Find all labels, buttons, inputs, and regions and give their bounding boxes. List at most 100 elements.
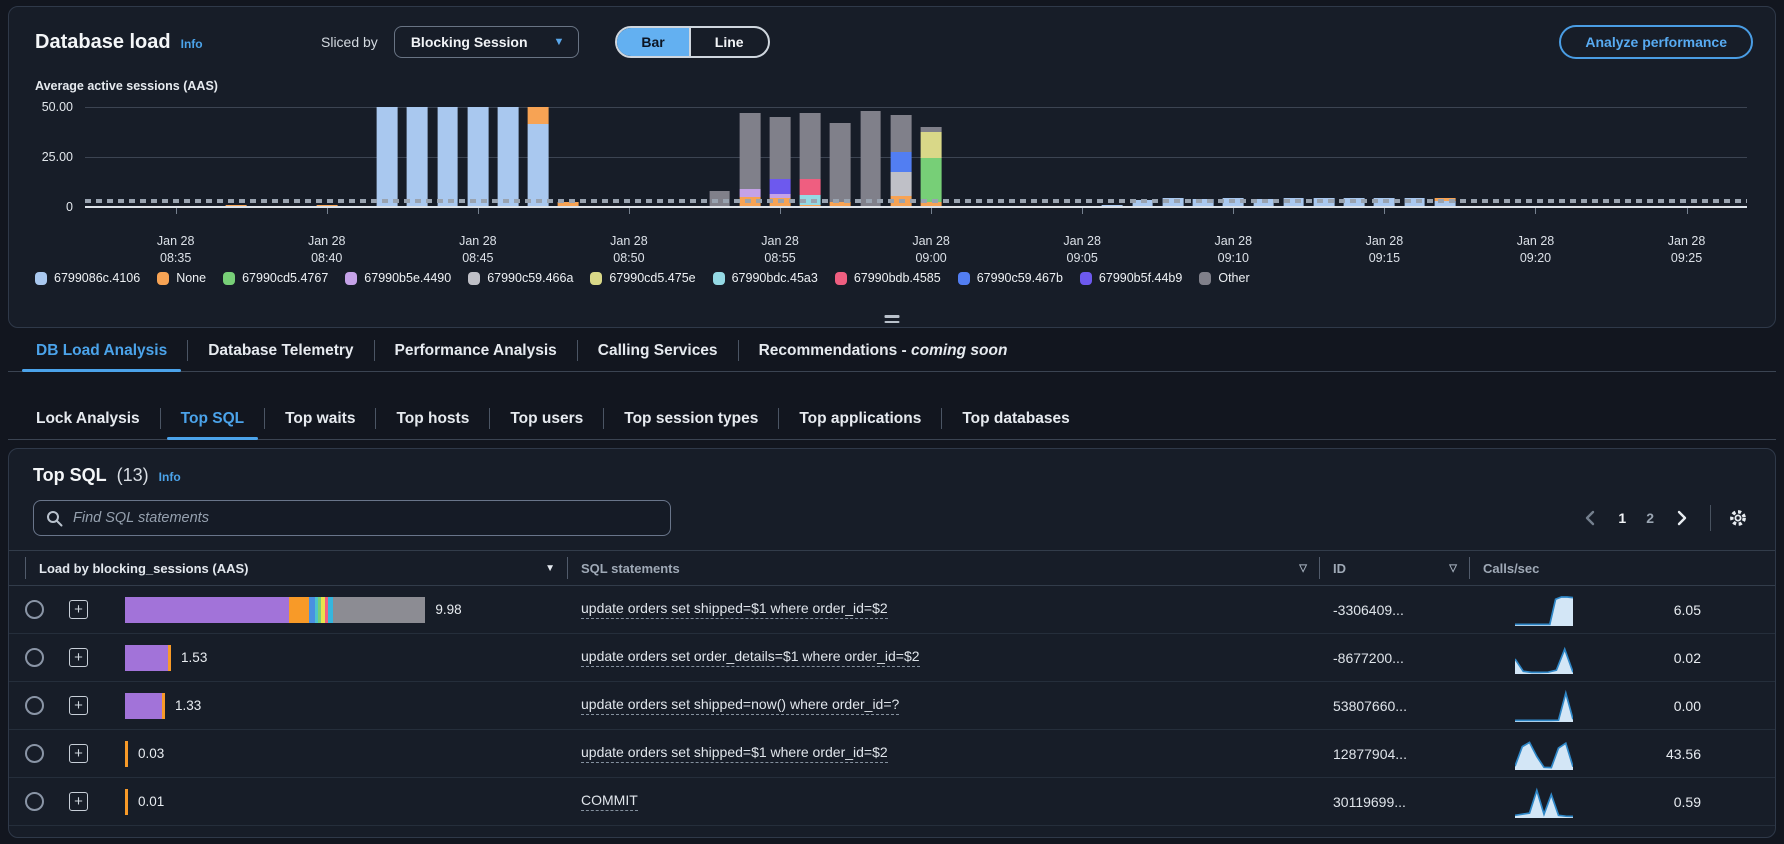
filter-icon[interactable]: ▽	[1449, 562, 1457, 574]
panel-resize-handle[interactable]	[884, 315, 900, 323]
chart-bar-08:44[interactable]	[437, 107, 458, 207]
bar-segment	[1132, 200, 1154, 207]
tab-top-sql[interactable]: Top SQL	[161, 398, 264, 440]
row-radio-button[interactable]	[25, 648, 44, 667]
row-radio-button[interactable]	[25, 792, 44, 811]
chart-bar-09:17[interactable]	[1434, 107, 1456, 207]
chart-bar-08:39[interactable]	[286, 107, 307, 207]
sql-statement-link[interactable]: update orders set shipped=$1 where order…	[581, 600, 888, 620]
chart-bar-08:57[interactable]	[830, 107, 851, 207]
chart-bar-08:48[interactable]	[558, 107, 579, 207]
tab-calling-services[interactable]: Calling Services	[578, 330, 738, 371]
chart-bar-09:05[interactable]	[1071, 107, 1093, 207]
chart-type-line-option[interactable]: Line	[688, 28, 768, 56]
tab-top-databases[interactable]: Top databases	[942, 398, 1089, 439]
tab-top-waits[interactable]: Top waits	[265, 398, 375, 439]
tab-top-session-types[interactable]: Top session types	[604, 398, 778, 439]
pagination-page-2[interactable]: 2	[1636, 506, 1664, 530]
chart-bar-08:40[interactable]	[316, 107, 338, 207]
legend-item-other[interactable]: Other	[1199, 271, 1250, 285]
tab-top-applications[interactable]: Top applications	[779, 398, 941, 439]
chart-bar-08:43[interactable]	[407, 107, 428, 207]
column-header-calls-sec[interactable]: Calls/sec	[1469, 557, 1759, 579]
pagination-page-1[interactable]: 1	[1608, 506, 1636, 530]
sql-statement-link[interactable]: update orders set shipped=$1 where order…	[581, 744, 888, 764]
pagination-next-button[interactable]	[1668, 506, 1696, 530]
tab-top-users[interactable]: Top users	[490, 398, 603, 439]
load-bar-segment	[314, 596, 319, 623]
legend-item-67990b5f-44b9[interactable]: 67990b5f.44b9	[1079, 271, 1182, 285]
expand-row-button[interactable]: +	[69, 696, 88, 715]
chart-bar-08:54[interactable]	[739, 107, 761, 207]
legend-item-67990cd5-475e[interactable]: 67990cd5.475e	[590, 271, 696, 285]
tab-lock-analysis[interactable]: Lock Analysis	[16, 398, 160, 439]
tab-db-load-analysis[interactable]: DB Load Analysis	[16, 330, 187, 372]
filter-icon[interactable]: ▽	[1299, 562, 1307, 574]
legend-item-none[interactable]: None	[157, 271, 206, 285]
analyze-performance-button[interactable]: Analyze performance	[1559, 25, 1753, 59]
legend-item-67990c59-466a[interactable]: 67990c59.466a	[468, 271, 573, 285]
chart-bar-09:08[interactable]	[1162, 107, 1184, 207]
expand-row-button[interactable]: +	[69, 648, 88, 667]
chart-bar-08:49[interactable]	[588, 107, 610, 207]
chart-bar-09:12[interactable]	[1283, 107, 1305, 207]
column-header-sql-statements[interactable]: SQL statements ▽	[567, 557, 1319, 579]
sql-statement-link[interactable]: COMMIT	[581, 792, 638, 812]
chart-bar-08:37[interactable]	[225, 107, 247, 207]
chart-bar-09:00[interactable]	[920, 107, 942, 207]
legend-item-67990c59-467b[interactable]: 67990c59.467b	[957, 271, 1063, 285]
tab-top-hosts[interactable]: Top hosts	[376, 398, 489, 439]
expand-row-button[interactable]: +	[69, 600, 88, 619]
bar-segment	[799, 179, 821, 195]
slice-dimension-dropdown[interactable]: Blocking Session ▼	[393, 26, 580, 58]
chart-bar-08:36[interactable]	[195, 107, 217, 207]
column-header-load-by-blocking-sessions-aas[interactable]: Load by blocking_sessions (AAS) ▼	[25, 557, 567, 579]
chart-bar-09:14[interactable]	[1343, 107, 1365, 207]
chart-bar-09:10[interactable]	[1222, 107, 1244, 207]
expand-row-button[interactable]: +	[69, 792, 88, 811]
pagination-prev-button[interactable]	[1576, 506, 1604, 530]
sql-statement-link[interactable]: update orders set order_details=$1 where…	[581, 648, 920, 668]
row-radio-button[interactable]	[25, 744, 44, 763]
load-value: 9.98	[435, 602, 462, 617]
chart-bar-08:56[interactable]	[799, 107, 821, 207]
legend-item-67990b5e-4490[interactable]: 67990b5e.4490	[345, 271, 451, 285]
database-load-info-link[interactable]: Info	[180, 36, 203, 51]
chart-bar-09:07[interactable]	[1132, 107, 1154, 207]
chart-type-bar-option[interactable]: Bar	[617, 28, 689, 56]
chart-bar-09:09[interactable]	[1192, 107, 1214, 207]
chart-bar-09:11[interactable]	[1253, 107, 1274, 207]
chart-bar-08:42[interactable]	[376, 107, 398, 207]
chart-bar-08:50[interactable]	[618, 107, 640, 207]
chart-bar-09:16[interactable]	[1404, 107, 1425, 207]
sql-search-input[interactable]	[73, 510, 658, 526]
chart-bar-08:59[interactable]	[890, 107, 912, 207]
tab-performance-analysis[interactable]: Performance Analysis	[375, 330, 577, 371]
legend-item-67990cd5-4767[interactable]: 67990cd5.4767	[223, 271, 328, 285]
chart-bar-08:51[interactable]	[648, 107, 670, 207]
expand-row-button[interactable]: +	[69, 744, 88, 763]
legend-item-67990bdc-45a3[interactable]: 67990bdc.45a3	[712, 271, 818, 285]
chart-bar-08:55[interactable]	[769, 107, 791, 207]
chart-bar-09:15[interactable]	[1373, 107, 1395, 207]
tab-recommendations[interactable]: Recommendations - coming soon	[739, 330, 1028, 371]
chart-bar-09:06[interactable]	[1102, 107, 1123, 207]
chart-bar-08:47[interactable]	[527, 107, 549, 207]
column-header-id[interactable]: ID ▽	[1319, 557, 1469, 579]
chart-bar-08:53[interactable]	[709, 107, 730, 207]
load-value: 1.53	[181, 650, 208, 665]
table-settings-button[interactable]	[1725, 505, 1751, 531]
sort-descending-icon[interactable]: ▼	[545, 562, 555, 574]
chart-bar-08:38[interactable]	[255, 107, 277, 207]
chart-bar-08:46[interactable]	[497, 107, 519, 207]
tab-database-telemetry[interactable]: Database Telemetry	[188, 330, 373, 371]
legend-item-6799086c-4106[interactable]: 6799086c.4106	[35, 271, 140, 285]
sql-statement-link[interactable]: update orders set shipped=now() where or…	[581, 696, 900, 716]
top-sql-info-link[interactable]: Info	[158, 470, 181, 484]
chart-bar-08:58[interactable]	[860, 107, 882, 207]
legend-item-67990bdb-4585[interactable]: 67990bdb.4585	[834, 271, 941, 285]
chart-bar-09:13[interactable]	[1313, 107, 1335, 207]
row-radio-button[interactable]	[25, 600, 44, 619]
chart-bar-08:45[interactable]	[467, 107, 489, 207]
row-radio-button[interactable]	[25, 696, 44, 715]
